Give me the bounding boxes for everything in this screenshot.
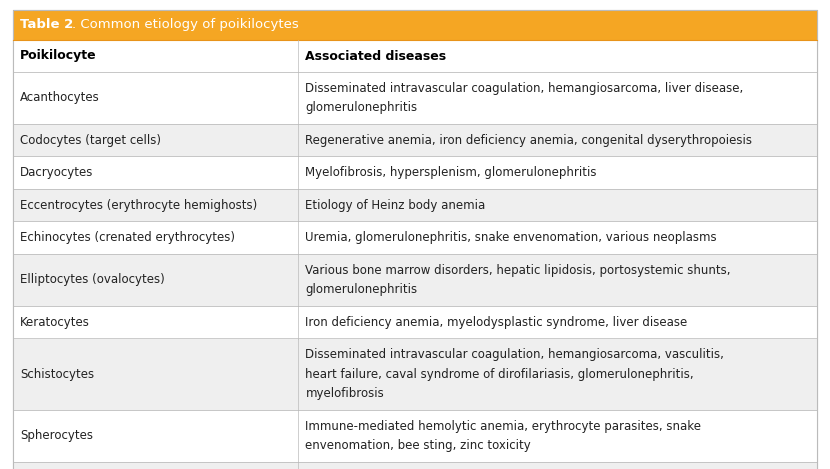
Text: Table 2: Table 2 bbox=[20, 18, 73, 31]
Text: Regenerative anemia, iron deficiency anemia, congenital dyserythropoiesis: Regenerative anemia, iron deficiency ane… bbox=[305, 134, 753, 147]
Text: Spherocytes: Spherocytes bbox=[20, 430, 93, 442]
Text: Myelofibrosis, hypersplenism, glomerulonephritis: Myelofibrosis, hypersplenism, glomerulon… bbox=[305, 166, 597, 179]
Text: Associated diseases: Associated diseases bbox=[305, 50, 447, 62]
Bar bbox=[13, 410, 817, 462]
Text: myelofibrosis: myelofibrosis bbox=[305, 387, 384, 400]
Text: glomerulonephritis: glomerulonephritis bbox=[305, 101, 417, 114]
Bar bbox=[13, 306, 817, 339]
Bar bbox=[13, 40, 817, 72]
Bar bbox=[13, 254, 817, 306]
Text: glomerulonephritis: glomerulonephritis bbox=[305, 283, 417, 296]
Bar bbox=[13, 221, 817, 254]
Bar bbox=[13, 72, 817, 124]
Text: Immune-mediated hemolytic anemia, erythrocyte parasites, snake: Immune-mediated hemolytic anemia, erythr… bbox=[305, 420, 701, 433]
Text: Disseminated intravascular coagulation, hemangiosarcoma, liver disease,: Disseminated intravascular coagulation, … bbox=[305, 82, 744, 95]
Text: . Common etiology of poikilocytes: . Common etiology of poikilocytes bbox=[72, 18, 299, 31]
Bar bbox=[13, 124, 817, 157]
Text: Echinocytes (crenated erythrocytes): Echinocytes (crenated erythrocytes) bbox=[20, 231, 235, 244]
Text: Codocytes (target cells): Codocytes (target cells) bbox=[20, 134, 161, 147]
Text: Acanthocytes: Acanthocytes bbox=[20, 91, 100, 105]
Text: Uremia, glomerulonephritis, snake envenomation, various neoplasms: Uremia, glomerulonephritis, snake enveno… bbox=[305, 231, 717, 244]
Text: Iron deficiency anemia, myelodysplastic syndrome, liver disease: Iron deficiency anemia, myelodysplastic … bbox=[305, 316, 688, 329]
Text: Eccentrocytes (erythrocyte hemighosts): Eccentrocytes (erythrocyte hemighosts) bbox=[20, 199, 257, 212]
Text: Dacryocytes: Dacryocytes bbox=[20, 166, 93, 179]
Text: Keratocytes: Keratocytes bbox=[20, 316, 90, 329]
Bar bbox=[13, 157, 817, 189]
Bar bbox=[13, 462, 817, 469]
Text: Poikilocyte: Poikilocyte bbox=[20, 50, 96, 62]
Text: Elliptocytes (ovalocytes): Elliptocytes (ovalocytes) bbox=[20, 273, 164, 287]
Text: Etiology of Heinz body anemia: Etiology of Heinz body anemia bbox=[305, 199, 486, 212]
Text: Various bone marrow disorders, hepatic lipidosis, portosystemic shunts,: Various bone marrow disorders, hepatic l… bbox=[305, 264, 731, 277]
Bar bbox=[13, 339, 817, 410]
Text: Disseminated intravascular coagulation, hemangiosarcoma, vasculitis,: Disseminated intravascular coagulation, … bbox=[305, 348, 725, 361]
Text: envenomation, bee sting, zinc toxicity: envenomation, bee sting, zinc toxicity bbox=[305, 439, 531, 452]
Text: heart failure, caval syndrome of dirofilariasis, glomerulonephritis,: heart failure, caval syndrome of dirofil… bbox=[305, 368, 694, 381]
Bar bbox=[13, 10, 817, 40]
Bar bbox=[13, 189, 817, 221]
Text: Schistocytes: Schistocytes bbox=[20, 368, 94, 381]
